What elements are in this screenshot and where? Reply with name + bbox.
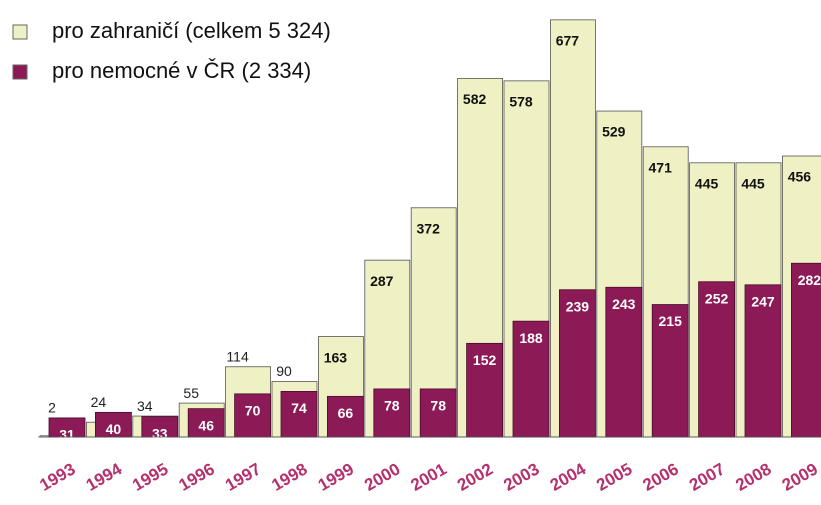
value-label: 456 <box>788 169 812 185</box>
bar <box>698 281 735 438</box>
value-label: 55 <box>183 385 199 401</box>
value-label: 252 <box>705 290 729 306</box>
x-tick-label: 1999 <box>315 459 357 494</box>
x-tick-label: 2009 <box>779 459 821 494</box>
x-tick-label: 2005 <box>593 459 635 494</box>
value-label: 677 <box>556 33 580 49</box>
value-label: 445 <box>741 176 765 192</box>
value-label: 239 <box>566 298 590 314</box>
x-tick-label: 2007 <box>686 459 728 494</box>
legend-label: pro nemocné v ČR (2 334) <box>52 58 311 83</box>
value-label: 78 <box>384 398 400 414</box>
x-tick-label: 2002 <box>454 459 496 494</box>
x-tick-label: 1993 <box>36 459 78 494</box>
x-tick-label: 2001 <box>408 459 450 494</box>
value-label: 163 <box>324 349 348 365</box>
value-label: 188 <box>519 330 543 346</box>
bar <box>791 262 821 438</box>
bar <box>651 304 689 438</box>
legend-swatch <box>12 64 28 80</box>
value-label: 445 <box>695 176 719 192</box>
value-label: 78 <box>430 398 446 414</box>
bar <box>95 411 132 438</box>
value-label: 46 <box>198 417 214 433</box>
x-tick-label: 1996 <box>176 459 218 494</box>
value-label: 33 <box>152 425 168 441</box>
x-tick-label: 2008 <box>732 459 774 494</box>
x-tick-label: 1994 <box>83 459 126 495</box>
value-label: 90 <box>276 363 292 379</box>
x-tick-label: 1997 <box>222 459 264 494</box>
bar <box>744 284 782 438</box>
value-label: 152 <box>473 352 497 368</box>
bar <box>187 408 225 438</box>
value-label: 282 <box>798 272 821 288</box>
x-tick-label: 2004 <box>547 459 590 495</box>
value-label: 578 <box>509 94 533 110</box>
value-label: 2 <box>48 400 56 416</box>
value-label: 114 <box>226 348 249 364</box>
value-label: 582 <box>463 91 487 107</box>
bar <box>326 395 364 438</box>
bar <box>419 388 457 438</box>
value-label: 70 <box>245 403 261 419</box>
legend-label: pro zahraničí (celkem 5 324) <box>52 18 331 43</box>
value-label: 34 <box>137 398 153 414</box>
value-label: 471 <box>649 159 673 175</box>
value-label: 243 <box>612 296 636 312</box>
x-tick-label: 2006 <box>640 459 682 494</box>
value-label: 247 <box>751 294 775 310</box>
value-label: 287 <box>370 273 394 289</box>
value-label: 31 <box>59 427 75 443</box>
bar <box>512 320 550 438</box>
bar <box>373 388 411 438</box>
x-tick-label: 2003 <box>500 459 542 494</box>
value-label: 529 <box>602 124 626 140</box>
value-label: 40 <box>106 421 122 437</box>
legend-swatch <box>12 24 28 40</box>
value-label: 74 <box>291 400 307 416</box>
bar <box>234 393 272 438</box>
bar <box>559 289 596 438</box>
value-label: 24 <box>91 394 107 410</box>
x-tick-label: 1995 <box>129 459 171 494</box>
x-tick-label: 2000 <box>361 459 403 494</box>
value-label: 215 <box>659 313 683 329</box>
x-tick-label: 1998 <box>268 459 310 494</box>
value-label: 66 <box>338 405 354 421</box>
bar <box>466 342 504 438</box>
value-label: 372 <box>417 220 441 236</box>
bar <box>280 391 318 438</box>
